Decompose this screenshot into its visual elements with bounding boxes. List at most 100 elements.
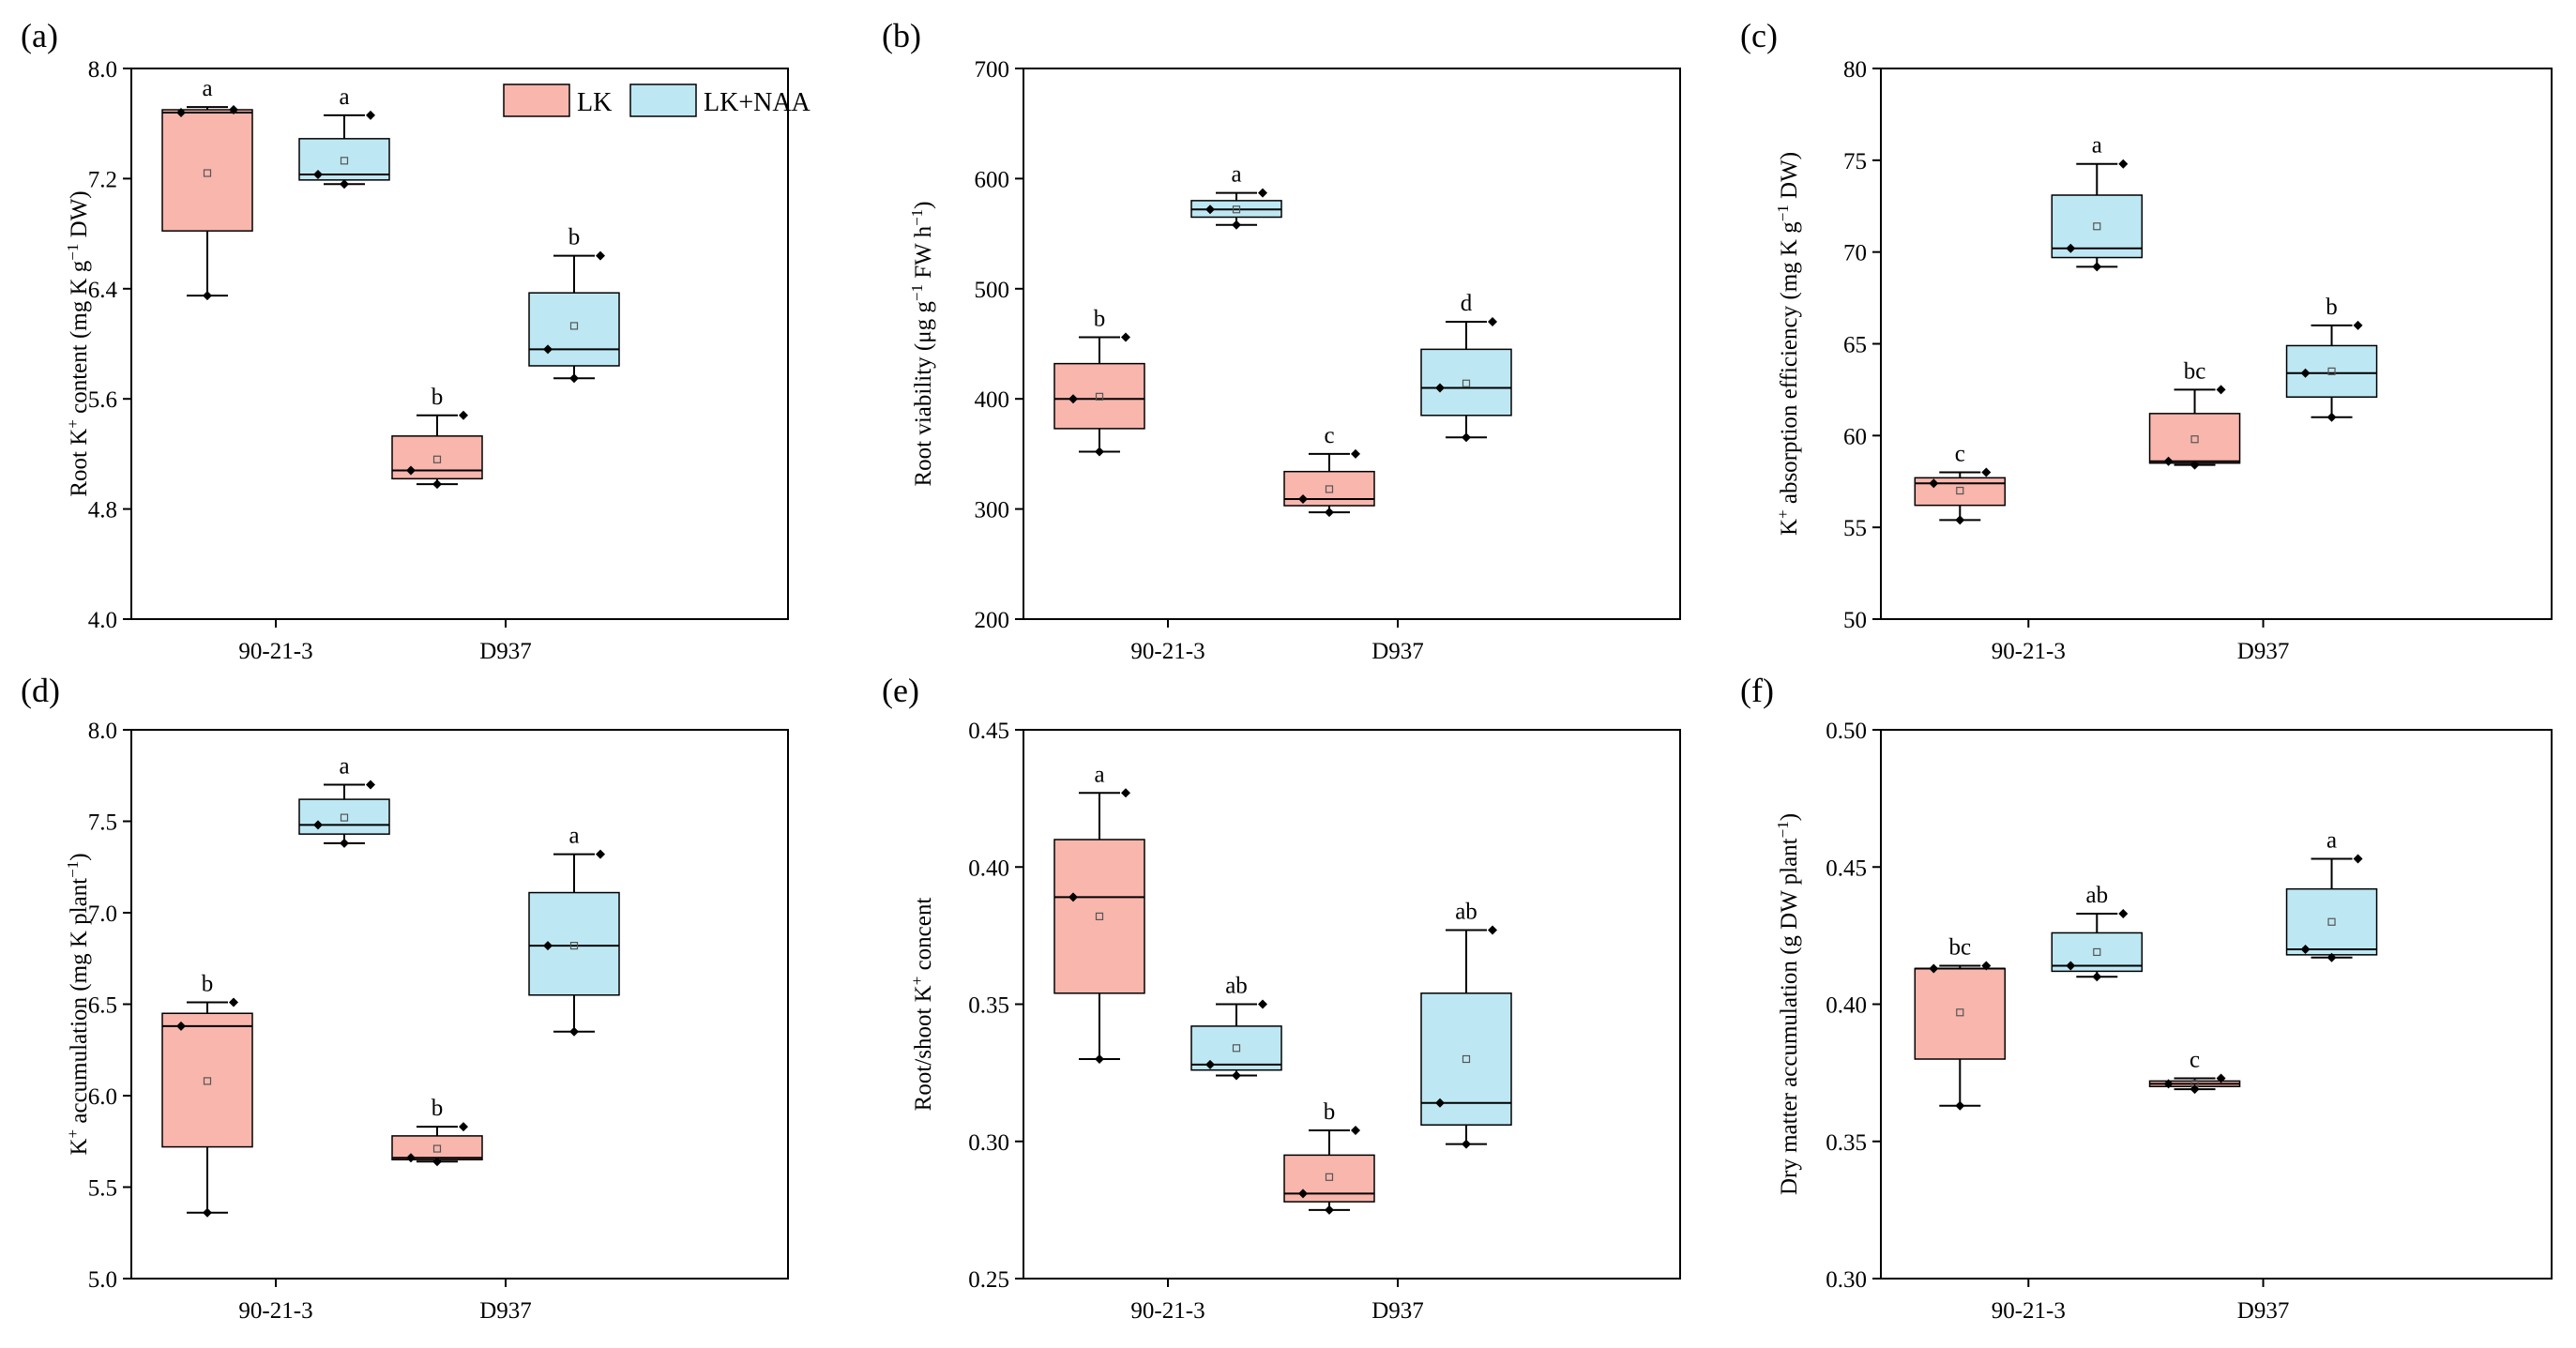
box-LK+NAA-90-21-3: ab — [1190, 974, 1282, 1081]
data-point — [1462, 432, 1471, 443]
data-point — [313, 169, 323, 179]
data-point — [1258, 188, 1267, 198]
plot-frame — [1880, 68, 2553, 620]
box-LK-90-21-3: b — [161, 972, 253, 1218]
mean-marker — [1232, 205, 1241, 214]
box-LK-D937: bc — [2148, 358, 2241, 470]
y-tick-label: 70 — [1843, 241, 1867, 266]
y-axis-label: Root viability (μg g−1 FW h−1) — [908, 201, 937, 486]
y-tick-label: 5.6 — [88, 387, 117, 413]
data-point — [1929, 478, 1939, 489]
iqr-box — [298, 798, 390, 835]
y-axis-label-part: accumulation (mg K plant — [67, 878, 92, 1129]
y-tick-label: 0.40 — [1826, 993, 1867, 1019]
data-point — [366, 780, 375, 790]
data-point — [2066, 961, 2076, 971]
data-point — [1351, 1126, 1360, 1136]
data-point — [203, 291, 212, 301]
y-tick-label: 6.4 — [88, 278, 118, 303]
mean-marker — [2190, 435, 2199, 444]
y-axis-label-part: K — [1777, 519, 1802, 536]
y-axis-label: Root K+ content (mg K g−1 DW) — [64, 190, 93, 496]
data-point — [432, 1157, 442, 1167]
mean-marker — [569, 941, 579, 950]
legend-swatch-LK — [503, 83, 570, 117]
y-axis-label-part: DW) — [1777, 152, 1802, 204]
y-axis-label-sup: + — [64, 419, 82, 429]
data-point — [2326, 412, 2337, 422]
significance-letter: d — [1461, 291, 1473, 316]
data-point — [176, 107, 186, 117]
iqr-box — [1420, 348, 1512, 417]
iqr-box — [1283, 470, 1375, 507]
mean-marker — [1325, 485, 1334, 493]
y-tick-label: 0.35 — [968, 993, 1009, 1019]
y-tick-label: 0.50 — [1826, 719, 1867, 744]
mean-marker — [340, 813, 349, 822]
y-tick-label: 0.30 — [968, 1130, 1009, 1156]
box-LK-90-21-3: bc — [1914, 935, 2007, 1111]
data-point — [2066, 243, 2076, 253]
y-axis-label: Root/shoot K+ concent — [908, 898, 937, 1112]
y-tick-label: 500 — [975, 278, 1010, 303]
y-tick-label: 400 — [975, 387, 1010, 413]
box-LK+NAA-90-21-3: a — [298, 84, 390, 189]
data-point — [2092, 262, 2102, 272]
data-point — [1298, 1189, 1308, 1199]
significance-letter: b — [1094, 306, 1106, 331]
box-LK+NAA-90-21-3: a — [298, 754, 390, 848]
significance-letter: bc — [1948, 935, 1971, 961]
data-point — [1435, 383, 1445, 393]
y-tick-label: 300 — [975, 498, 1010, 523]
data-point — [2092, 972, 2102, 982]
y-tick-label: 5.5 — [88, 1176, 117, 1202]
x-tick-label: 90-21-3 — [1992, 1298, 2066, 1324]
box-LK-90-21-3: a — [1053, 762, 1145, 1064]
iqr-box — [1190, 1025, 1282, 1071]
significance-letter: a — [1094, 762, 1104, 787]
data-point — [1462, 1139, 1471, 1149]
data-point — [2118, 908, 2129, 918]
y-tick-label: 0.45 — [1826, 856, 1867, 881]
y-tick-label: 5.0 — [88, 1267, 117, 1293]
iqr-box — [1053, 839, 1145, 994]
significance-letter: b — [1324, 1099, 1336, 1125]
significance-letter: b — [432, 1096, 444, 1121]
plot-frame — [130, 68, 789, 620]
data-point — [459, 1122, 468, 1132]
y-tick-label: 7.0 — [88, 901, 117, 927]
mean-marker — [2327, 917, 2336, 926]
data-point — [406, 1153, 416, 1163]
x-tick-label: D937 — [2237, 639, 2290, 664]
y-axis-label-part: absorption efficiency (mg K g — [1777, 221, 1802, 510]
y-axis-label-sup: + — [908, 977, 926, 986]
data-point — [1095, 447, 1104, 457]
y-axis-label-part: ) — [67, 853, 92, 860]
y-axis-label-sup: −1 — [1774, 821, 1792, 838]
box-LK+NAA-D937: ab — [1420, 900, 1512, 1149]
iqr-box — [161, 1012, 253, 1148]
iqr-box — [528, 891, 620, 996]
significance-letter: ab — [1455, 900, 1477, 925]
y-tick-label: 50 — [1843, 608, 1867, 633]
y-axis-label-part: content (mg K g — [67, 260, 92, 419]
data-point — [543, 344, 553, 355]
plot-frame — [130, 729, 789, 1280]
data-point — [2190, 460, 2200, 470]
iqr-box — [391, 435, 483, 480]
x-tick-label: D937 — [2237, 1298, 2290, 1324]
y-tick-label: 0.40 — [968, 856, 1009, 881]
significance-letter: a — [339, 754, 349, 780]
significance-letter: ab — [2085, 883, 2108, 908]
mean-marker — [2327, 367, 2336, 375]
data-point — [1258, 999, 1267, 1009]
significance-letter: a — [202, 76, 212, 101]
chart-panel-2: (b) 200 300 400 500 600 700 90-21-3 D937 Root via… — [882, 17, 1681, 664]
box-LK+NAA-90-21-3: a — [2051, 133, 2144, 272]
box-LK+NAA-D937: d — [1420, 291, 1512, 443]
data-point — [1068, 394, 1078, 404]
panel-label: (b) — [882, 17, 921, 54]
box-LK-D937: c — [1283, 423, 1375, 518]
y-axis-label-sup: + — [64, 1129, 82, 1139]
data-point — [2326, 952, 2337, 962]
